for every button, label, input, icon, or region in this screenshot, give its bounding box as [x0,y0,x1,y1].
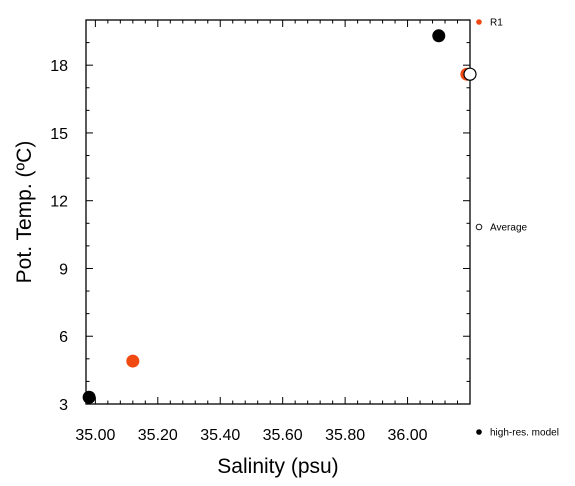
x-tick-label: 35.80 [325,427,365,444]
data-point-series-1 [126,354,140,368]
legend-label: R1 [490,18,503,29]
legend-marker [476,19,482,25]
legend: R1 Average high-res. model [475,18,559,439]
x-tick-label: 35.20 [138,427,178,444]
y-axis-title: Pot. Temp. (ºC) [13,141,36,284]
y-tick-label: 6 [59,329,68,346]
x-axis-title: Salinity (psu) [217,455,338,478]
y-tick-label: 15 [50,126,68,143]
y-tick-label: 12 [50,194,68,211]
x-tick-label: 35.60 [263,427,303,444]
data-point-series-0 [82,390,96,404]
data-points [82,29,477,404]
x-tick-label: 36.00 [388,427,428,444]
data-point-series-0 [432,29,446,43]
y-tick-label: 18 [50,58,68,75]
x-tick-label: 35.40 [200,427,240,444]
legend-marker [476,429,482,435]
x-tick-label: 35.00 [75,427,115,444]
x-axis-ticks: 35.00 35.20 35.40 35.60 35.80 36.00 [75,20,471,444]
y-axis-ticks: 3 6 9 12 15 18 [50,19,470,414]
y-tick-label: 9 [59,261,68,278]
y-tick-label: 3 [59,397,68,414]
plot-frame [85,19,471,405]
legend-label: Average [490,223,528,234]
legend-marker [475,223,483,231]
data-point-series-2 [463,67,477,81]
legend-label: high-res. model [490,428,559,439]
